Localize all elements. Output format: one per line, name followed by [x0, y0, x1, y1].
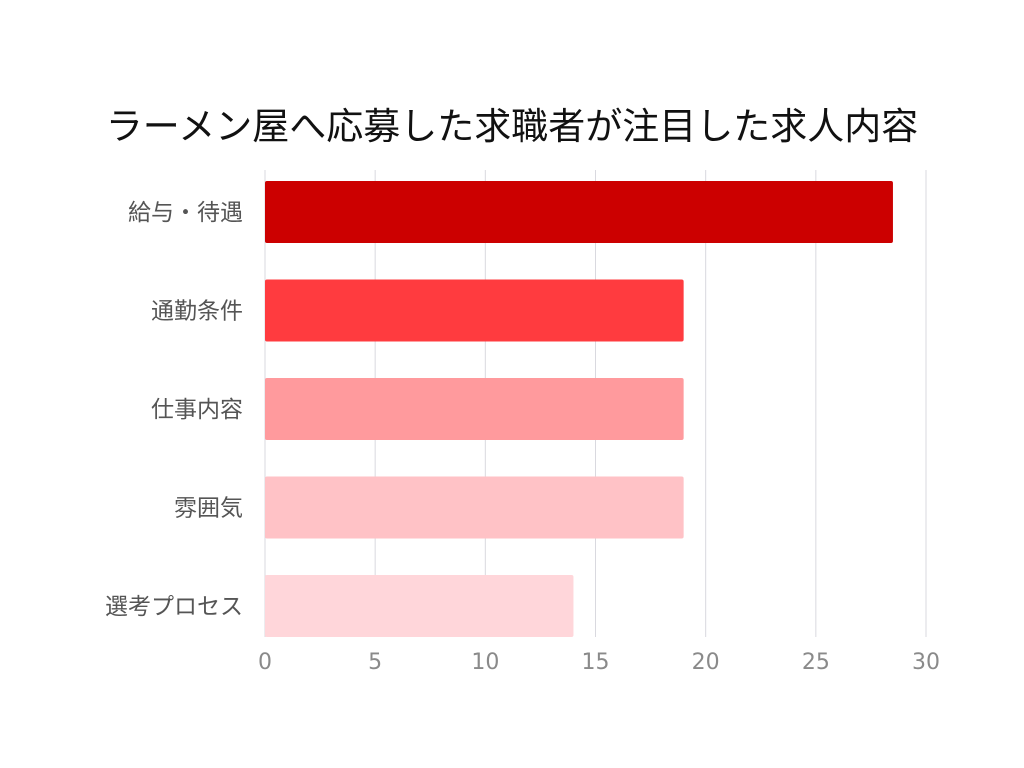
chart-title: ラーメン屋へ応募した求職者が注目した求人内容 — [105, 105, 919, 148]
x-tick-label: 5 — [368, 650, 382, 675]
bar-0 — [265, 181, 893, 243]
bar-1 — [265, 279, 684, 342]
category-label: 仕事内容 — [151, 397, 243, 423]
category-label: 給与・待遇 — [128, 200, 243, 226]
bar-3 — [265, 476, 684, 539]
x-tick-label: 25 — [802, 650, 830, 675]
x-tick-label: 20 — [692, 650, 720, 675]
category-label: 選考プロセス — [105, 594, 243, 620]
x-tick-label: 15 — [582, 650, 610, 675]
bar-2 — [265, 378, 684, 440]
category-label: 雰囲気 — [174, 496, 243, 522]
x-tick-label: 0 — [258, 650, 272, 675]
bar-4 — [265, 575, 574, 637]
category-label: 通勤条件 — [151, 299, 243, 325]
x-tick-labels: 0 5 10 15 20 25 30 — [258, 650, 940, 675]
x-tick-label: 30 — [912, 650, 940, 675]
x-tick-label: 10 — [471, 650, 499, 675]
bars — [265, 181, 893, 637]
